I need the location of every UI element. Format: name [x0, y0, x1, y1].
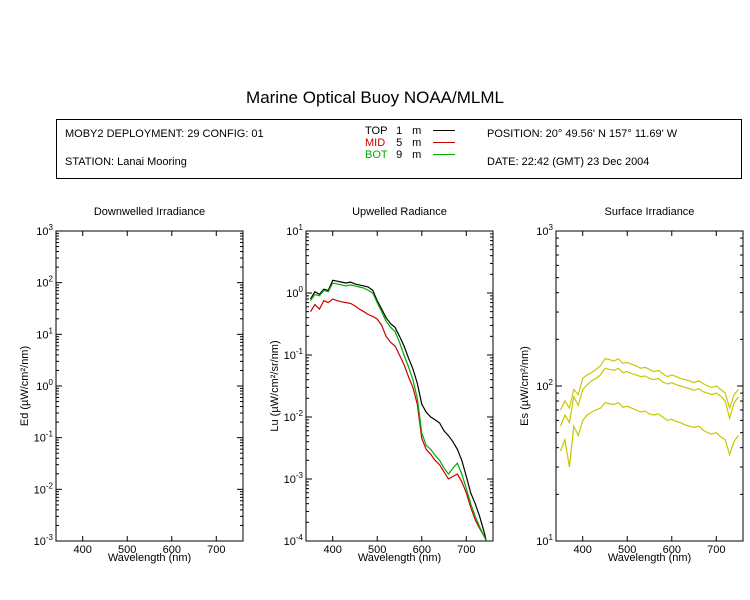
x-tick-label: 700: [207, 544, 225, 556]
position-text: POSITION: 20° 49.56' N 157° 11.69' W: [487, 128, 678, 140]
chart-title: Downwelled Irradiance: [94, 206, 205, 218]
chart-panel: Downwelled Irradiance 400 500 600 700 10-3 10-…: [19, 206, 244, 564]
y-tick-label: 10-3: [284, 471, 304, 486]
y-tick-label: 103: [536, 223, 553, 238]
legend-unit: m: [412, 149, 422, 161]
series-line: [559, 357, 739, 411]
x-tick-label: 600: [163, 544, 181, 556]
y-tick-label: 10-4: [284, 533, 304, 548]
y-tick-label: 10-2: [284, 409, 304, 424]
series-line: [559, 401, 739, 468]
series-line: [310, 282, 487, 541]
y-tick-label: 103: [36, 223, 53, 238]
y-tick-label: 101: [536, 533, 553, 548]
x-axis-label: Wavelength (nm): [608, 552, 691, 564]
page-title: Marine Optical Buoy NOAA/MLML: [246, 88, 504, 107]
legend-line: [433, 141, 456, 143]
x-tick-label: 500: [118, 544, 136, 556]
x-tick-label: 400: [324, 544, 342, 556]
chart-title: Surface Irradiance: [605, 206, 695, 218]
legend-name: MID: [365, 137, 386, 149]
legend-depth: 5: [396, 137, 403, 149]
legend-line: [433, 129, 456, 131]
x-tick-label: 600: [663, 544, 681, 556]
x-axis-label: Wavelength (nm): [358, 552, 441, 564]
date-text: DATE: 22:42 (GMT) 23 Dec 2004: [487, 156, 650, 168]
series-line: [559, 367, 739, 427]
chart-panel: Upwelled Radiance 400 500 600 700 10-4 10-3 10-…: [269, 206, 494, 564]
series-line: [309, 298, 487, 541]
y-tick-label: 100: [286, 285, 303, 300]
legend-name: BOT: [365, 149, 388, 161]
x-tick-label: 700: [457, 544, 475, 556]
y-tick-label: 10-1: [284, 347, 304, 362]
chart-title: Upwelled Radiance: [352, 206, 447, 218]
chart-panel: Surface Irradiance 400 500 600 700 101 102 103 W…: [519, 206, 744, 564]
legend-unit: m: [412, 125, 422, 137]
y-tick-label: 101: [36, 326, 53, 341]
info-box: MOBY2 DEPLOYMENT: 29 CONFIG: 01 STATION:…: [56, 119, 742, 179]
y-tick-label: 10-3: [34, 533, 54, 548]
plot-frame: [305, 230, 494, 542]
plot-frame: [55, 230, 244, 542]
x-tick-label: 600: [413, 544, 431, 556]
y-tick-label: 101: [286, 223, 303, 238]
y-tick-label: 100: [36, 378, 53, 393]
legend-row-bot: BOT 9 m: [365, 149, 456, 161]
x-tick-label: 500: [618, 544, 636, 556]
x-tick-label: 400: [574, 544, 592, 556]
x-tick-label: 700: [707, 544, 725, 556]
series-line: [309, 279, 487, 541]
x-axis-label: Wavelength (nm): [108, 552, 191, 564]
y-axis-label: Ed (µW/cm²/nm): [19, 346, 31, 426]
legend-row-mid: MID 5 m: [365, 137, 456, 149]
legend-unit: m: [412, 137, 422, 149]
y-axis-label: Es (µW/cm²/nm): [519, 346, 531, 426]
y-tick-label: 102: [536, 378, 553, 393]
legend-name: TOP: [365, 125, 388, 137]
y-tick-label: 10-2: [34, 481, 54, 496]
y-tick-label: 102: [36, 275, 53, 290]
deployment-text: MOBY2 DEPLOYMENT: 29 CONFIG: 01: [65, 128, 264, 140]
station-text: STATION: Lanai Mooring: [65, 156, 187, 168]
y-axis-label: Lu (µW/cm²/sr/nm): [269, 340, 281, 431]
x-tick-label: 400: [74, 544, 92, 556]
y-tick-label: 10-1: [34, 430, 54, 445]
legend-depth: 9: [396, 149, 403, 161]
legend-line: [433, 153, 456, 155]
x-tick-label: 500: [368, 544, 386, 556]
legend-depth: 1: [396, 125, 403, 137]
legend-row-top: TOP 1 m: [365, 125, 456, 137]
